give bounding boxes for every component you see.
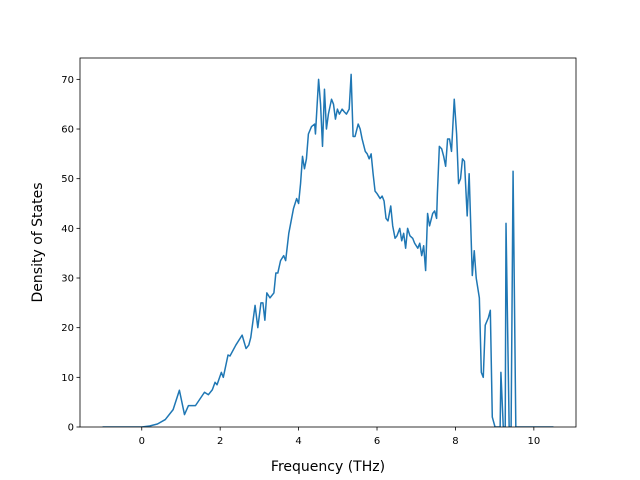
x-tick-label: 2: [217, 436, 223, 447]
y-tick-label: 50: [61, 174, 74, 185]
y-tick-label: 20: [61, 323, 74, 334]
y-tick-label: 70: [61, 75, 74, 86]
x-tick-label: 6: [374, 436, 380, 447]
x-tick-label: 0: [139, 436, 145, 447]
y-tick-label: 30: [61, 274, 74, 285]
x-tick-label: 10: [527, 436, 540, 447]
y-tick-label: 10: [61, 373, 74, 384]
x-axis-label: Frequency (THz): [271, 459, 385, 475]
plot-frame: [79, 57, 577, 428]
y-tick-label: 0: [68, 423, 74, 434]
y-tick-label: 40: [61, 224, 74, 235]
x-tick-label: 4: [295, 436, 301, 447]
line: [102, 73, 554, 427]
y-axis-label: Density of States: [30, 183, 46, 303]
y-tick-label: 60: [61, 125, 74, 136]
x-tick-label: 8: [452, 436, 458, 447]
